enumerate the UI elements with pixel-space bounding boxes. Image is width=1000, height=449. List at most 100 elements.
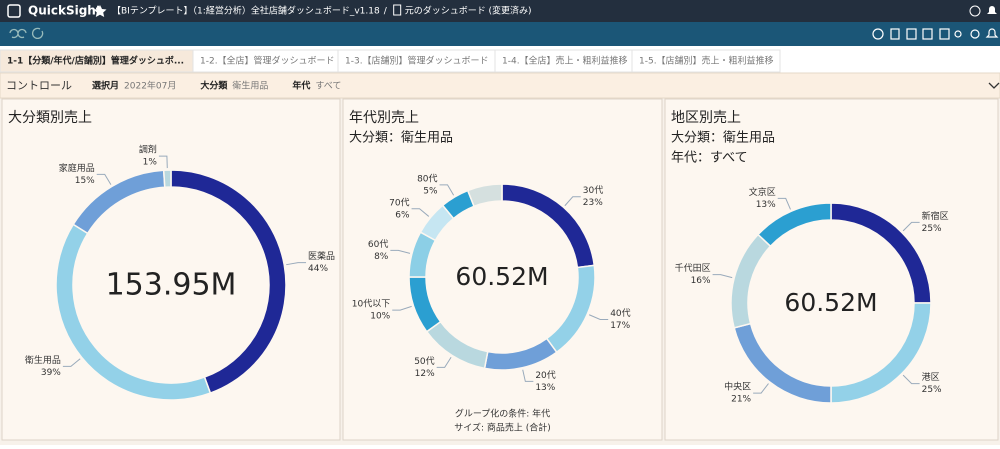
- toolbar: [0, 22, 1000, 46]
- tab-label[interactable]: 1-5.【店舗別】売上・粗利益推移: [639, 55, 774, 67]
- center-value: 153.95M: [106, 268, 237, 303]
- filter-value[interactable]: すべて: [315, 81, 341, 92]
- notification-icon[interactable]: [987, 6, 997, 14]
- filter-value[interactable]: 2022年07月: [124, 80, 176, 92]
- control-title: コントロール: [6, 79, 72, 92]
- filter-label[interactable]: 選択月: [92, 80, 119, 92]
- dashboard-name: 【BIテンプレート】（1:経営分析）全社店舗ダッシュボード_v1.18: [112, 5, 380, 17]
- category-label: 調剤: [139, 144, 157, 156]
- tabs: 1-1【分類/年代/店舗別】管理ダッシュボ... 1-2.【全店】管理ダッシュボー…: [0, 49, 781, 73]
- panel: [342, 98, 663, 441]
- donut-segment[interactable]: [466, 183, 503, 208]
- expand-icon[interactable]: [988, 82, 1000, 89]
- bookmark-icon[interactable]: [393, 4, 402, 16]
- category-label: 医薬品: [308, 250, 335, 262]
- tab-label[interactable]: 1-2.【全店】管理ダッシュボード: [200, 55, 335, 67]
- chart-footer: グループ化の条件: 年代: [455, 408, 550, 420]
- value-label: 17%: [610, 321, 630, 331]
- category-label: 60代: [368, 239, 388, 250]
- value-label: 6%: [395, 210, 410, 220]
- tab-label[interactable]: 1-1【分類/年代/店舗別】管理ダッシュボ...: [7, 55, 184, 67]
- value-label: 15%: [75, 176, 95, 186]
- category-label: 10代以下: [352, 299, 390, 310]
- tab[interactable]: [631, 49, 781, 73]
- leader-line: [158, 155, 168, 169]
- center-value: 60.52M: [455, 262, 548, 291]
- leader-line: [411, 208, 430, 217]
- chart-subtitle: 大分類：衛生用品: [349, 131, 453, 146]
- brand: QuickSight: [28, 4, 102, 18]
- leader-line: [588, 314, 609, 320]
- value-label: 39%: [41, 368, 61, 378]
- filter-label[interactable]: 年代: [292, 80, 310, 92]
- value-label: 10%: [370, 312, 390, 322]
- value-label: 16%: [691, 276, 711, 286]
- value-label: 5%: [423, 186, 438, 196]
- category-label: 40代: [610, 308, 630, 319]
- category-label: 千代田区: [675, 263, 711, 274]
- leader-line: [753, 383, 769, 394]
- leader-line: [712, 274, 733, 279]
- category-label: 80代: [417, 173, 437, 184]
- tab-label[interactable]: 1-4.【全店】売上・粗利益推移: [502, 55, 628, 67]
- filters: 選択月 2022年07月 大分類 衛生用品 年代 すべて: [92, 80, 341, 92]
- leader-line: [286, 262, 307, 266]
- category-label: 50代: [414, 356, 434, 367]
- leader-line: [777, 197, 791, 210]
- tab-label[interactable]: 1-3.【店舗別】管理ダッシュボード: [345, 55, 489, 67]
- category-label: 20代: [535, 370, 555, 381]
- chart-title: 年代別売上: [349, 110, 419, 126]
- leader-line: [564, 196, 581, 207]
- value-label: 25%: [922, 224, 942, 234]
- top-bar: [0, 0, 1000, 22]
- value-label: 13%: [756, 200, 776, 210]
- leader-line: [522, 369, 534, 382]
- help-icon[interactable]: [969, 5, 981, 17]
- chart-title: 大分類別売上: [8, 110, 92, 126]
- value-label: 12%: [415, 369, 435, 379]
- chart-footer: サイズ: 商品売上 (合計): [454, 422, 551, 434]
- value-label: 23%: [583, 198, 603, 208]
- panel: [664, 98, 999, 441]
- filter-label[interactable]: 大分類: [200, 80, 228, 92]
- leader-line: [96, 173, 112, 185]
- category-label: 家庭用品: [59, 162, 95, 174]
- leader-line: [62, 358, 81, 367]
- value-label: 13%: [535, 383, 555, 393]
- filter-value[interactable]: 衛生用品: [232, 80, 268, 92]
- history-icons[interactable]: [9, 27, 44, 40]
- donut-segment[interactable]: [162, 169, 172, 188]
- category-label: 中央区: [724, 381, 751, 393]
- leader-line: [392, 305, 412, 311]
- center-value: 60.52M: [784, 288, 877, 317]
- leader-line: [436, 356, 452, 368]
- value-label: 25%: [922, 385, 942, 395]
- control-bar: [0, 72, 1000, 99]
- category-label: 文京区: [749, 186, 776, 198]
- logo: [7, 4, 21, 18]
- toolbar-icons[interactable]: [872, 28, 999, 40]
- category-label: 70代: [389, 197, 409, 208]
- value-label: 8%: [374, 252, 389, 262]
- leader-line: [439, 184, 455, 196]
- separator: /: [384, 7, 388, 17]
- category-label: 30代: [583, 185, 603, 196]
- value-label: 21%: [731, 395, 751, 405]
- category-label: 衛生用品: [25, 354, 61, 366]
- category-label: 港区: [922, 371, 940, 383]
- category-label: 新宿区: [922, 210, 949, 222]
- value-label: 44%: [308, 264, 328, 274]
- leader-line: [902, 374, 920, 385]
- donut-segment[interactable]: [757, 202, 832, 248]
- leader-line: [902, 221, 920, 232]
- chart-subtitle: 大分類：衛生用品: [671, 131, 775, 146]
- leader-line: [390, 249, 411, 254]
- origin-name: 元のダッシュボード (変更済み): [405, 5, 532, 17]
- chart-title: 地区別売上: [671, 110, 741, 126]
- favorite-icon[interactable]: [93, 5, 107, 17]
